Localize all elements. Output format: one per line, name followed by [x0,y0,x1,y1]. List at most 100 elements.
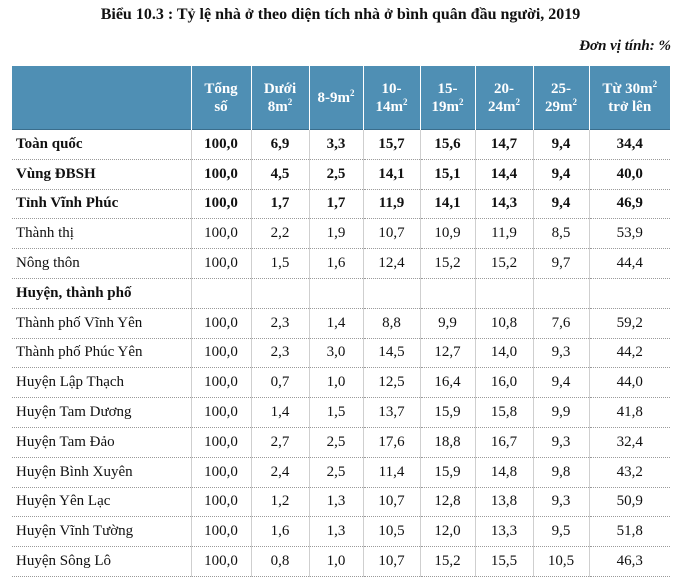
row-label: Toàn quốc [12,129,192,160]
table-cell: 100,0 [191,397,252,428]
header-cell-4: 10- 14m2 [363,66,421,130]
table-cell: 15,2 [420,546,476,577]
table-cell [191,278,252,309]
header-line-2: 19m2 [431,96,464,115]
header-cell-7: 25- 29m2 [533,66,590,130]
header-cell-1: Tổng số [191,66,252,130]
table-cell: 2,5 [309,427,364,458]
row-label: Thành phố Vĩnh Yên [12,308,192,339]
table-cell: 6,9 [251,129,310,160]
row-label: Thành phố Phúc Yên [12,338,192,369]
table-cell: 100,0 [191,189,252,220]
table-row: Thành thị 100,0 2,2 1,9 10,7 10,9 11,9 8,5 53,9 [12,218,670,250]
table-cell: 1,7 [309,189,364,220]
table-row: Huyện Yên Lạc 100,0 1,2 1,3 10,7 12,8 13,8 9,3 5… [12,487,670,518]
table-row: Thành phố Vĩnh Yên 100,0 2,3 1,4 8,8 9,9 10,8 7… [12,308,670,339]
header-line-2: 14m2 [375,96,408,115]
table-cell: 10,9 [420,218,476,250]
table-cell: 100,0 [191,546,252,577]
table-cell: 2,2 [251,218,310,250]
table-row: Thành phố Phúc Yên 100,0 2,3 3,0 14,5 12,7 14,… [12,338,670,369]
table-cell: 9,5 [533,516,590,548]
table-cell: 44,4 [589,248,670,279]
table-cell: 15,8 [475,397,534,428]
table-cell: 12,8 [420,487,476,518]
table-cell: 15,2 [420,248,476,279]
table-cell: 9,4 [533,189,590,220]
table-cell: 3,3 [309,129,364,160]
table-cell: 2,7 [251,427,310,458]
table-cell: 15,7 [363,129,421,160]
header-line-1: 8-9m2 [317,87,355,106]
row-label: Huyện, thành phố [12,278,192,309]
table-cell: 100,0 [191,248,252,279]
table-cell: 10,5 [363,516,421,548]
table-cell: 15,9 [420,457,476,488]
table-cell: 44,2 [589,338,670,369]
row-label: Huyện Tam Dương [12,397,192,428]
table-cell: 43,2 [589,457,670,488]
table-row: Huyện Tam Đảo 100,0 2,7 2,5 17,6 18,8 16,7 9,3 3… [12,427,670,458]
table-cell: 14,8 [475,457,534,488]
table-title: Biểu 10.3 : Tỷ lệ nhà ở theo diện tích n… [100,6,581,23]
table-row: Huyện Vĩnh Tường 100,0 1,6 1,3 10,5 12,0 13,3 9… [12,516,670,548]
header-line-2: trở lên [608,98,652,115]
header-line-1: 25- [551,80,571,97]
table-cell: 1,6 [251,516,310,548]
table-cell: 100,0 [191,308,252,339]
unit-label: Đơn vị tính: % [579,38,671,54]
table-cell: 14,1 [420,189,476,220]
header-line-1: 20- [494,80,514,97]
table-cell: 9,7 [533,248,590,279]
table-cell: 15,5 [475,546,534,577]
table-cell: 13,3 [475,516,534,548]
table-cell: 1,0 [309,367,364,399]
table-cell: 16,4 [420,367,476,399]
table-row: Huyện Sông Lô 100,0 0,8 1,0 10,7 15,2 15,5 10,5… [12,546,670,577]
table-cell: 100,0 [191,159,252,190]
header-cell-3: 8-9m2 [309,66,364,130]
table-cell: 2,3 [251,308,310,339]
table-cell: 12,4 [363,248,421,279]
table-cell: 10,7 [363,487,421,518]
table-cell [475,278,534,309]
header-line-1: Từ 30m2 [602,78,658,97]
table-body: Toàn quốc 100,0 6,9 3,3 15,7 15,6 14,7 9,4 34,4 V… [12,129,670,577]
table-cell: 0,8 [251,546,310,577]
table-cell: 9,3 [533,338,590,369]
table-cell: 17,6 [363,427,421,458]
table-cell: 9,4 [533,159,590,190]
table-cell [363,278,421,309]
table-cell: 16,7 [475,427,534,458]
header-cell-5: 15- 19m2 [420,66,476,130]
table-cell: 11,4 [363,457,421,488]
table-row: Toàn quốc 100,0 6,9 3,3 15,7 15,6 14,7 9,4 34,4 [12,129,670,160]
table-cell: 13,8 [475,487,534,518]
table-cell: 2,3 [251,338,310,369]
table-row: Huyện Lập Thạch 100,0 0,7 1,0 12,5 16,4 16,0 9,… [12,367,670,399]
row-label: Nông thôn [12,248,192,279]
housing-area-table: Tổng số Dưới 8m2 8-9m2 10- 14m2 15- 19m2 20- 24m2 2… [12,66,670,577]
table-row: Huyện Bình Xuyên 100,0 2,4 2,5 11,4 15,9 14,8 9… [12,457,670,488]
table-cell: 2,4 [251,457,310,488]
table-cell: 15,2 [475,248,534,279]
header-line-1: 10- [381,80,402,97]
header-cell-8: Từ 30m2 trở lên [589,66,670,130]
header-line-1: 15- [437,80,458,97]
table-cell: 1,3 [309,516,364,548]
table-cell: 100,0 [191,427,252,458]
row-label: Huyện Vĩnh Tường [12,516,192,548]
table-cell: 10,8 [475,308,534,339]
row-label: Thành thị [12,218,192,250]
table-cell: 1,0 [309,546,364,577]
table-cell: 15,6 [420,129,476,160]
table-cell: 9,9 [533,397,590,428]
table-cell: 2,5 [309,159,364,190]
table-cell: 14,4 [475,159,534,190]
header-line-2: 24m2 [488,96,520,115]
row-label: Tỉnh Vĩnh Phúc [12,189,192,220]
table-cell: 12,7 [420,338,476,369]
table-cell: 9,8 [533,457,590,488]
table-cell: 9,3 [533,427,590,458]
table-cell: 8,8 [363,308,421,339]
